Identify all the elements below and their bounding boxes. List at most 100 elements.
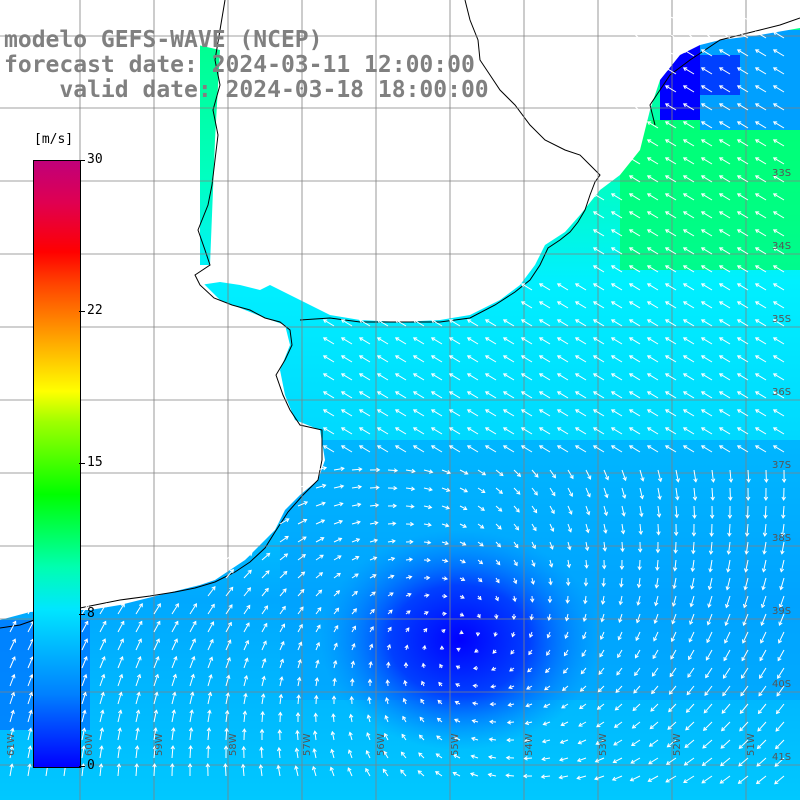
wind-arrow-head (187, 763, 193, 768)
wind-arrow-head (576, 775, 581, 780)
wind-arrow (755, 229, 767, 237)
wind-arrow (81, 603, 89, 615)
wind-arrow (99, 764, 102, 777)
wind-arrow (467, 373, 479, 381)
wind-arrow (719, 193, 731, 201)
wind-arrow (773, 193, 785, 201)
wind-arrow (225, 587, 234, 597)
wind-arrow-head (434, 771, 440, 776)
wind-arrow-head (772, 409, 778, 414)
wind-arrow (453, 754, 461, 759)
wind-arrow (639, 523, 642, 535)
wind-arrow (708, 595, 713, 608)
wind-arrow-head (466, 391, 472, 396)
wind-arrow (755, 391, 767, 399)
lon-label: 59W (154, 733, 165, 756)
wind-arrow (665, 247, 677, 255)
wind-arrow-head (628, 139, 634, 144)
wind-arrow-head (476, 614, 481, 619)
wind-arrow (485, 427, 497, 435)
wind-arrow-head (371, 591, 376, 596)
wind-arrow-head (101, 656, 106, 661)
wind-arrow-head (455, 683, 460, 688)
wind-arrow-head (227, 621, 232, 627)
wind-arrow-head (564, 617, 570, 622)
wind-arrow-head (628, 265, 634, 270)
wind-arrow (675, 505, 678, 518)
wind-arrow (629, 229, 641, 237)
wind-arrow-head (403, 662, 409, 667)
wind-arrow-head (418, 734, 424, 739)
wind-arrow-head (754, 373, 760, 378)
wind-arrow (323, 373, 335, 381)
wind-arrow-head (212, 568, 217, 573)
wind-arrow (225, 639, 231, 651)
wind-arrow (719, 67, 731, 75)
wind-arrow-head (11, 673, 16, 679)
wind-arrow-head (27, 745, 33, 750)
wind-arrow-head (736, 445, 742, 450)
wind-arrow-head (384, 714, 389, 720)
wind-arrow-head (700, 211, 706, 216)
wind-arrow (315, 467, 327, 471)
wind-arrow-head (155, 655, 160, 661)
wind-arrow-head (550, 509, 555, 515)
wind-arrow (521, 301, 533, 309)
wind-arrow-head (618, 618, 623, 623)
wind-arrow-head (223, 763, 228, 768)
wind-arrow (153, 710, 157, 723)
wind-arrow (673, 577, 677, 589)
wind-arrow-head (401, 733, 406, 738)
wind-arrow-head (300, 571, 306, 576)
wind-arrow-head (654, 584, 660, 589)
wind-arrow (669, 685, 677, 695)
wind-arrow-head (728, 496, 733, 501)
wind-arrow-head (427, 522, 432, 527)
wind-arrow-head (700, 337, 706, 342)
wind-arrow (629, 301, 641, 309)
wind-arrow-head (628, 337, 634, 342)
wind-arrow (467, 319, 479, 327)
wind-arrow-head (594, 776, 599, 781)
wind-arrow-head (11, 656, 16, 661)
wind-arrow-head (718, 319, 724, 324)
wind-arrow (755, 283, 767, 291)
wind-arrow-head (754, 283, 760, 288)
wind-arrow-head (736, 301, 742, 306)
wind-arrow-head (615, 688, 620, 694)
wind-arrow (207, 674, 212, 687)
wind-arrow (665, 175, 677, 183)
wind-arrow (459, 487, 468, 493)
wind-arrow (764, 523, 767, 536)
wind-arrow (171, 638, 178, 651)
wind-arrow-head (376, 467, 381, 473)
wind-arrow-head (646, 373, 652, 378)
wind-arrow (561, 703, 569, 709)
wind-arrow (684, 757, 695, 766)
wind-arrow-head (101, 673, 106, 679)
wind-arrow-head (462, 523, 467, 528)
wind-arrow-head (617, 636, 622, 641)
wind-arrow-head (569, 492, 573, 498)
wind-arrow (566, 595, 569, 603)
wind-arrow (99, 603, 107, 615)
wind-arrow-head (523, 756, 528, 761)
wind-arrow (746, 523, 749, 536)
lon-label: 54W (524, 733, 535, 756)
wind-arrow-head (99, 745, 104, 750)
wind-arrow-head (82, 691, 87, 697)
wind-arrow-head (574, 283, 580, 288)
wind-arrow-head (384, 697, 390, 702)
wind-arrow-head (190, 691, 195, 696)
wind-arrow (449, 391, 461, 399)
wind-arrow-head (726, 568, 731, 573)
wind-arrow (383, 751, 389, 759)
wind-arrow-head (527, 668, 532, 673)
wind-arrow-head (657, 495, 662, 501)
wind-arrow-head (529, 616, 534, 621)
wind-arrow-head (664, 427, 670, 432)
wind-arrow-head (348, 713, 354, 719)
lat-label: 38S (772, 533, 791, 544)
wind-arrow (611, 319, 623, 327)
wind-arrow-head (708, 568, 713, 573)
